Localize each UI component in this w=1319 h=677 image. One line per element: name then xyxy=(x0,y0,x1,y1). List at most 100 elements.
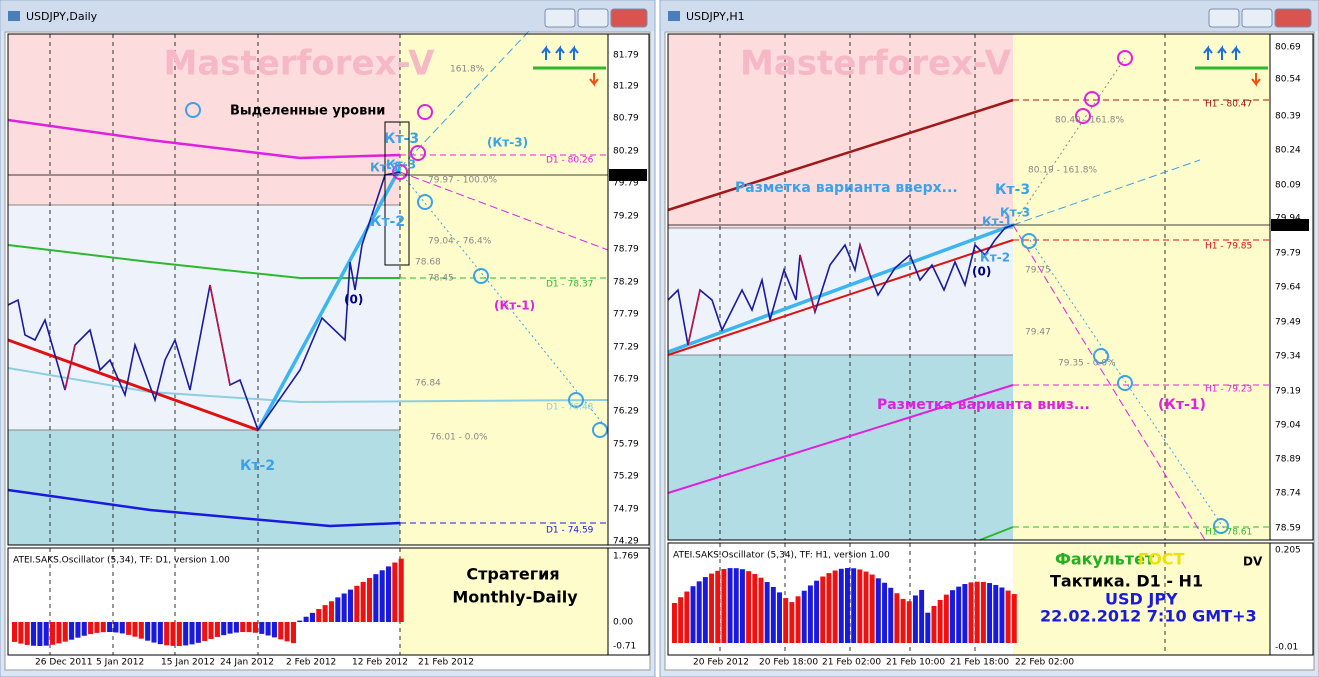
label: 79.35 - 0.0% xyxy=(1058,359,1116,369)
line xyxy=(667,239,1014,356)
label: USDJPY,H1 xyxy=(686,10,745,23)
label: ATEI.SAKS.Oscillator (5,34), TF: H1, ver… xyxy=(673,551,890,561)
label: 79.79 xyxy=(1275,249,1301,259)
osc-bar xyxy=(882,582,888,643)
line xyxy=(64,344,76,391)
label: Факультет xyxy=(1055,550,1155,569)
osc-bar xyxy=(214,622,220,637)
label: D1 - 80.26 xyxy=(546,156,594,166)
label: 79.19 xyxy=(1275,387,1301,397)
label: ГОСТ xyxy=(1138,550,1185,569)
box xyxy=(384,121,410,266)
osc-bar xyxy=(354,585,360,622)
chart-border xyxy=(7,33,609,546)
line xyxy=(7,488,401,528)
label: 0.205 xyxy=(1275,546,1301,556)
label: 74.79 xyxy=(613,505,639,515)
circle-marker xyxy=(1021,233,1037,249)
label: 81.79 xyxy=(613,51,639,61)
osc-bar xyxy=(795,596,801,643)
osc-bar xyxy=(43,622,49,646)
osc-bar xyxy=(50,622,56,645)
line xyxy=(7,244,400,279)
osc-bar xyxy=(341,593,347,622)
label: D1 - 74.59 xyxy=(546,526,594,536)
circle-marker xyxy=(1075,108,1091,124)
label: 12 Feb 2012 xyxy=(352,658,408,668)
label: -0.71 xyxy=(613,642,636,652)
osc-bar xyxy=(309,612,315,622)
osc-bar xyxy=(746,571,752,643)
label: Кт-3 xyxy=(1000,206,1030,220)
button-min[interactable] xyxy=(1208,8,1240,28)
osc-bar xyxy=(246,622,252,633)
osc-bar xyxy=(869,574,875,643)
osc-bar xyxy=(783,598,789,643)
label: 21 Feb 18:00 xyxy=(950,658,1009,668)
osc-bar xyxy=(164,622,170,646)
window-icon xyxy=(668,11,680,21)
line xyxy=(799,254,816,313)
osc-axis xyxy=(607,547,650,656)
label: 80.39 xyxy=(1275,112,1301,122)
osc-bar xyxy=(974,581,980,643)
circle-marker xyxy=(473,268,489,284)
label: H1 - 78.61 xyxy=(1205,528,1252,538)
label: 21 Feb 2012 xyxy=(418,658,474,668)
osc-bar xyxy=(81,622,87,636)
label: 2 Feb 2012 xyxy=(286,658,336,668)
circle-marker xyxy=(417,194,433,210)
line xyxy=(7,367,609,404)
button-min[interactable] xyxy=(544,8,576,28)
label: D1 - 76.48 xyxy=(546,403,594,413)
osc-bar xyxy=(360,581,366,622)
label: Кт-2 xyxy=(240,458,275,474)
label: 80.24 xyxy=(1275,146,1301,156)
osc-bar xyxy=(126,622,132,635)
osc-bar xyxy=(297,620,303,622)
label: 78.68 xyxy=(415,258,441,268)
label: 22 Feb 02:00 xyxy=(1015,658,1074,668)
osc-bar xyxy=(107,622,113,633)
osc-bar xyxy=(950,590,955,643)
label: 79.92 xyxy=(1274,221,1300,231)
label: Кт-2 xyxy=(370,214,405,230)
osc-bar xyxy=(1005,590,1011,643)
osc-bar xyxy=(373,574,379,622)
osc-bar xyxy=(733,568,739,643)
label: 76.79 xyxy=(613,375,639,385)
osc-bar xyxy=(195,622,201,643)
label: 78.29 xyxy=(613,278,639,288)
label: ATEI.SAKS.Oscillator (5,34), TF: D1, ver… xyxy=(13,556,230,566)
label: Masterforex-V xyxy=(740,44,1012,84)
label: Разметка варианта вниз... xyxy=(877,397,1090,413)
button-max[interactable] xyxy=(1241,8,1273,28)
circle-marker xyxy=(592,422,608,438)
osc-bar xyxy=(151,622,157,643)
osc-bar xyxy=(18,622,24,644)
osc-bar xyxy=(379,570,385,622)
osc-bar xyxy=(672,603,677,643)
button-close[interactable] xyxy=(1274,8,1312,28)
osc-bar xyxy=(814,580,820,643)
button-close[interactable] xyxy=(610,8,648,28)
line xyxy=(399,171,609,251)
osc-bar xyxy=(119,622,125,634)
osc-bar xyxy=(69,622,75,640)
osc-bar xyxy=(240,622,246,633)
line xyxy=(979,526,1014,541)
label: 76.01 - 0.0% xyxy=(430,433,488,443)
label: 26 Dec 2011 xyxy=(35,658,93,668)
line xyxy=(7,338,259,432)
label: 21 Feb 02:00 xyxy=(822,658,881,668)
label: Тактика. D1 - H1 xyxy=(1050,572,1203,591)
osc-bar xyxy=(857,569,863,643)
label: 79.64 xyxy=(1275,283,1301,293)
button-max[interactable] xyxy=(577,8,609,28)
osc-bar xyxy=(789,602,795,643)
label: 80.54 xyxy=(1275,75,1301,85)
osc-bar xyxy=(1011,594,1017,643)
label: (Кт-1) xyxy=(494,299,535,313)
line xyxy=(209,284,231,386)
osc-bar xyxy=(75,622,81,638)
